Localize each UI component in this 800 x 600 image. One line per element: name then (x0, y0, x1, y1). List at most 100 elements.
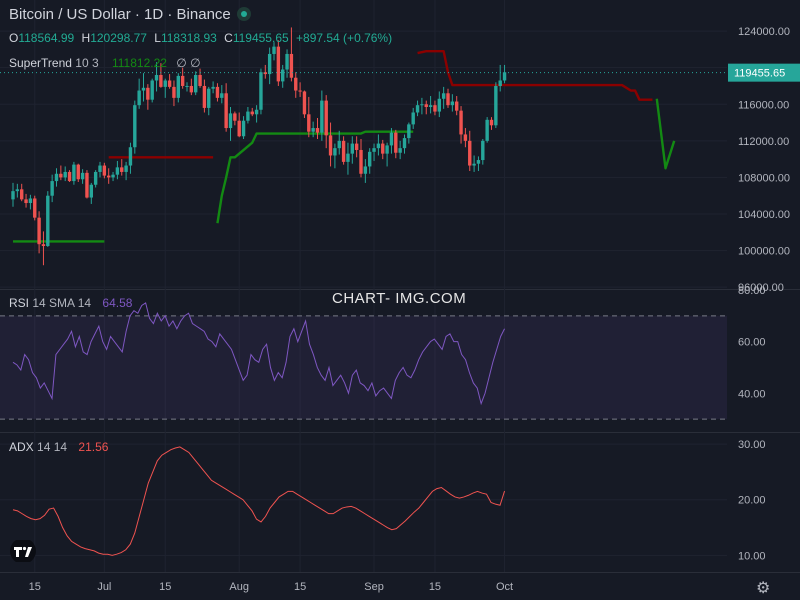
candle (120, 159, 124, 176)
adx-legend[interactable]: ADX 14 14 21.56 (9, 440, 108, 454)
candle-body (402, 138, 407, 149)
candle-body (468, 140, 472, 166)
candle-body (368, 151, 372, 167)
candle (494, 82, 498, 129)
candle (76, 163, 80, 182)
candle (267, 47, 272, 85)
candle-body (137, 90, 141, 106)
rsi-value: 64.58 (102, 296, 133, 310)
candle (124, 161, 128, 181)
candle (411, 107, 415, 129)
candle (59, 165, 63, 181)
candle-body (237, 120, 241, 137)
candle (246, 107, 250, 124)
symbol-title[interactable]: Bitcoin / US Dollar · 1D · Binance (9, 6, 231, 23)
candle (207, 86, 211, 116)
candle (237, 112, 241, 138)
candle (250, 107, 254, 117)
candle (233, 111, 237, 126)
candle-body (85, 172, 89, 198)
candle-body (294, 77, 298, 91)
adx-params: 14 14 (37, 440, 68, 454)
candle (463, 128, 468, 148)
tradingview-logo-icon[interactable] (9, 540, 37, 562)
candle (368, 148, 372, 174)
low-value: 118318.93 (160, 31, 217, 45)
gear-icon[interactable]: ⚙ (756, 580, 771, 597)
time-axis-label: 15 (429, 581, 441, 593)
candle-body (176, 75, 180, 98)
candle-body (76, 164, 80, 180)
candle-body (424, 104, 428, 108)
candle (198, 68, 202, 88)
rsi-axis-label: 40.00 (738, 388, 766, 400)
price-axis-label: 116000.00 (738, 99, 789, 111)
adx-label: ADX (9, 440, 34, 454)
candle (167, 74, 172, 89)
candle (28, 194, 33, 210)
supertrend-up-line (216, 130, 414, 224)
candle (359, 139, 363, 178)
candle-body (302, 91, 307, 115)
candle (337, 130, 341, 155)
time-axis-label: Aug (229, 581, 249, 593)
candle-body (472, 163, 476, 166)
rsi-legend[interactable]: RSI 14 SMA 14 64.58 (9, 296, 132, 310)
candle (315, 117, 320, 140)
candle (180, 67, 185, 89)
candle-body (376, 143, 381, 149)
candle (80, 169, 85, 184)
candle (102, 162, 107, 179)
price-axis-label: 100000.00 (738, 246, 790, 258)
candle-body (111, 174, 115, 178)
candle-body (267, 53, 272, 75)
candle (54, 168, 59, 187)
candle-body (102, 165, 107, 176)
candle-body (72, 164, 76, 182)
candle-body (372, 148, 376, 152)
rsi-axis-label: 60.00 (738, 337, 766, 349)
candle-body (407, 124, 411, 139)
candle-body (233, 113, 237, 121)
candle (150, 78, 154, 103)
candle-body (259, 72, 263, 110)
candle (189, 78, 194, 96)
candle-body (241, 120, 246, 137)
candle-body (359, 149, 363, 174)
supertrend-params: 10 3 (75, 56, 99, 70)
candle (224, 83, 228, 132)
candle-body (124, 165, 128, 172)
candle-body (93, 171, 98, 185)
candle (133, 100, 137, 154)
candle (194, 71, 198, 96)
adx-axis-label: 10.00 (738, 550, 766, 562)
candle-body (381, 143, 385, 154)
candle (185, 82, 189, 92)
candle-body (215, 86, 220, 98)
candle (93, 170, 98, 188)
candle (67, 170, 72, 182)
candle-body (263, 72, 267, 75)
supertrend-legend[interactable]: SuperTrend 10 3 111812.22 ∅ ∅ (9, 56, 201, 70)
time-axis-label: 15 (29, 581, 41, 593)
candle (220, 85, 224, 104)
candle-body (285, 53, 289, 70)
candle (41, 231, 46, 266)
candle (472, 155, 476, 172)
candle (385, 142, 389, 167)
candle-body (320, 100, 324, 133)
candle (298, 82, 302, 97)
candle-body (159, 74, 163, 87)
candle-body (415, 105, 420, 113)
candle (254, 105, 259, 123)
candle (468, 130, 472, 172)
candle (307, 96, 311, 138)
candle-body (228, 113, 233, 129)
adx-axis-label: 30.00 (738, 439, 766, 451)
candle (459, 106, 463, 144)
candle (376, 134, 381, 156)
time-axis-label: Sep (364, 581, 384, 593)
candle-body (189, 85, 194, 93)
ohlc-legend: O118564.99 H120298.77 L118318.93 C119455… (9, 31, 393, 45)
